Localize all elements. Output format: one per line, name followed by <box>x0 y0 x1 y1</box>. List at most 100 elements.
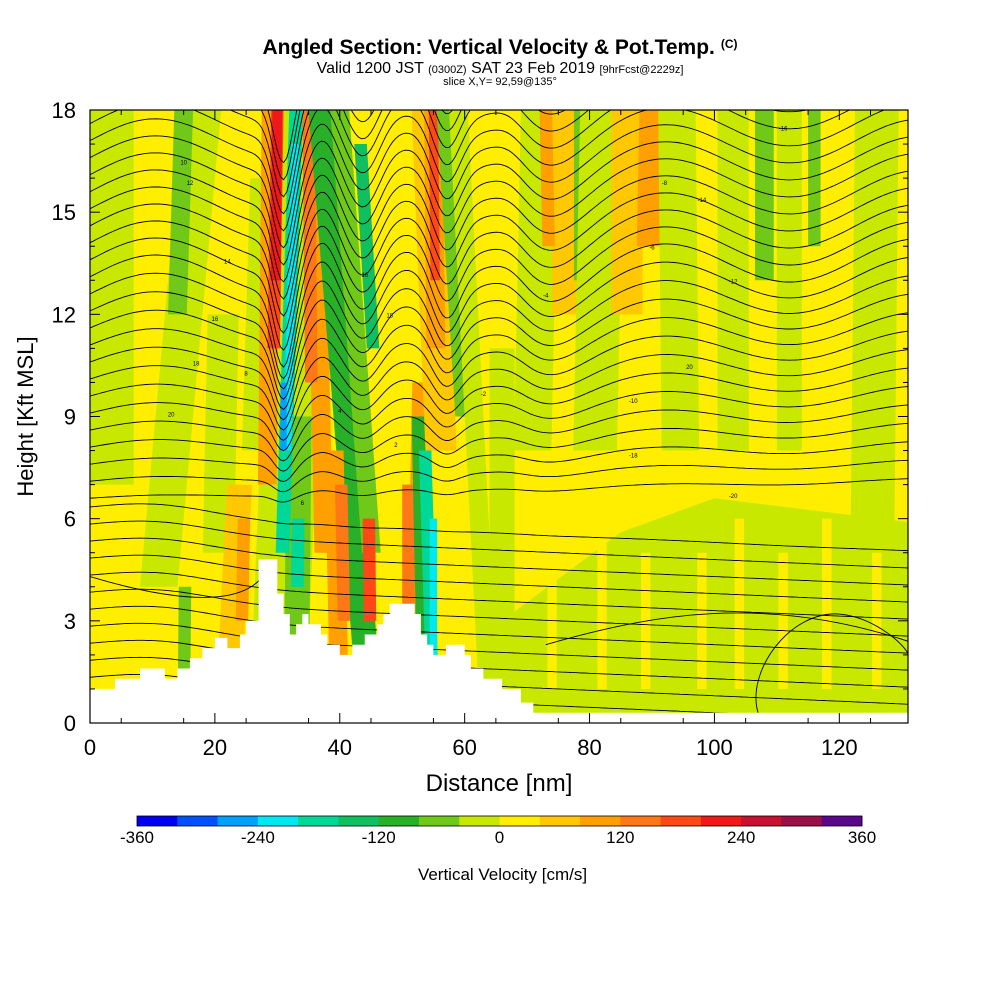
y-tick-label: 15 <box>52 200 76 225</box>
isentrope-line <box>90 221 908 351</box>
colorbar-swatch <box>298 816 339 826</box>
x-tick-label: 0 <box>84 735 96 760</box>
isentrope-line <box>545 612 908 646</box>
velocity-band <box>822 518 832 689</box>
isentrope-line <box>90 110 886 232</box>
velocity-band <box>402 484 415 621</box>
contour-label: 18 <box>193 361 200 367</box>
isentrope-line <box>90 478 908 503</box>
velocity-band <box>539 110 555 247</box>
velocity-band <box>90 110 134 485</box>
contour-label: -12 <box>729 280 738 286</box>
contour-label: -20 <box>729 494 738 500</box>
colorbar-tick-label: 120 <box>606 828 634 847</box>
contour-label: 20 <box>168 413 175 419</box>
velocity-band <box>776 110 802 451</box>
chart-title-suffix: (C) <box>720 37 738 51</box>
chart-title: Angled Section: Vertical Velocity & Pot.… <box>0 36 1000 60</box>
valid-prefix: Valid 1200 JST <box>316 60 424 77</box>
velocity-band <box>168 110 194 315</box>
colorbar-swatch <box>620 816 662 826</box>
colorbar-swatch <box>741 816 782 826</box>
isentrope-line <box>90 537 908 586</box>
colorbar-tick-label: -120 <box>362 828 396 847</box>
colorbar-swatch <box>418 816 460 826</box>
velocity-band <box>302 110 318 383</box>
velocity-band <box>280 382 287 451</box>
contour-label: -8 <box>662 181 668 187</box>
valid-utc: (0300Z) <box>428 64 467 76</box>
y-tick-label: 6 <box>64 507 76 532</box>
isentrope-line <box>90 110 851 215</box>
colorbar-swatch <box>499 816 541 826</box>
contour-label: 20 <box>686 365 693 371</box>
velocity-band <box>362 518 377 621</box>
isentrope-line <box>90 275 908 390</box>
isentrope-line <box>90 404 908 462</box>
isentrope-line <box>90 119 908 249</box>
velocity-band <box>875 110 899 553</box>
y-tick-label: 18 <box>52 98 76 123</box>
colorbar-tick-label: 0 <box>495 828 504 847</box>
contour-label: 18 <box>386 314 393 320</box>
velocity-band <box>291 518 305 587</box>
contour-label: -4 <box>543 293 549 299</box>
colorbar-swatch <box>660 816 702 826</box>
isentrope-line <box>90 204 908 334</box>
colorbar-swatch <box>539 816 581 826</box>
contour-label: 16 <box>212 317 219 323</box>
isentrope-line <box>90 312 908 411</box>
velocity-band <box>429 518 438 655</box>
velocity-band <box>778 552 788 689</box>
colorbar-label: Vertical Velocity [cm/s] <box>418 865 587 884</box>
isentrope-line <box>90 238 908 368</box>
contour-label: 12 <box>187 181 194 187</box>
terrain <box>90 559 908 723</box>
colorbar-tick-label: 360 <box>848 828 876 847</box>
isentrope-line <box>90 136 908 266</box>
velocity-band <box>717 110 749 451</box>
colorbar-swatch <box>580 816 621 826</box>
isentrope-line <box>90 503 908 552</box>
isentrope-line <box>90 571 908 620</box>
isentrope-line <box>90 422 908 472</box>
velocity-band <box>611 110 643 315</box>
velocity-band <box>808 110 821 247</box>
forecast-info: [9hrFcst@2229z] <box>599 64 684 76</box>
colorbar-swatch <box>459 816 500 826</box>
slice-info: slice X,Y= 92,59@135° <box>443 76 557 88</box>
contour-label: -18 <box>629 453 638 459</box>
contour-label: -10 <box>629 399 638 405</box>
isentrope-line <box>90 441 908 482</box>
velocity-band <box>334 484 351 621</box>
colorbar-swatch <box>177 816 218 826</box>
isentrope-line <box>90 170 908 300</box>
y-tick-label: 9 <box>64 405 76 430</box>
valid-time-line: Valid 1200 JST (0300Z) SAT 23 Feb 2019 [… <box>0 60 1000 78</box>
velocity-band <box>449 110 498 689</box>
x-tick-label: 120 <box>821 735 858 760</box>
x-tick-label: 80 <box>577 735 601 760</box>
isentrope-line <box>90 588 908 637</box>
x-axis-label: Distance [nm] <box>426 770 573 797</box>
y-tick-label: 0 <box>64 711 76 736</box>
velocity-band <box>597 518 607 689</box>
isentrope-line <box>90 520 908 569</box>
isentrope-line <box>90 349 908 431</box>
colorbar-swatch <box>781 816 823 826</box>
contour-label: 10 <box>180 160 187 166</box>
x-tick-label: 100 <box>696 735 733 760</box>
contour-label: -6 <box>649 246 655 252</box>
chart-title-text: Angled Section: Vertical Velocity & Pot.… <box>262 36 715 59</box>
isentrope-layer <box>90 110 908 723</box>
velocity-band <box>489 348 515 689</box>
contour-label: 14 <box>224 259 231 265</box>
colorbar-swatch <box>257 816 299 826</box>
x-tick-label: 60 <box>452 735 476 760</box>
isentrope-line <box>90 187 908 317</box>
isentrope-line <box>90 293 908 400</box>
contour-label: -14 <box>698 198 707 204</box>
isentrope-line <box>90 386 908 452</box>
field-lime-region <box>477 498 908 723</box>
